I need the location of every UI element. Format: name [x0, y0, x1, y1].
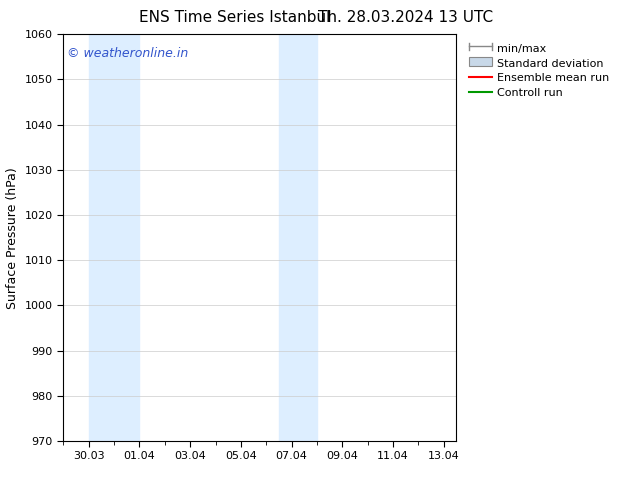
- Bar: [279, 34, 317, 441]
- Text: © weatheronline.in: © weatheronline.in: [67, 47, 188, 59]
- Text: Th. 28.03.2024 13 UTC: Th. 28.03.2024 13 UTC: [318, 10, 493, 25]
- Y-axis label: Surface Pressure (hPa): Surface Pressure (hPa): [6, 167, 19, 309]
- Text: ENS Time Series Istanbul: ENS Time Series Istanbul: [139, 10, 330, 25]
- Bar: [89, 34, 139, 441]
- Legend: min/max, Standard deviation, Ensemble mean run, Controll run: min/max, Standard deviation, Ensemble me…: [466, 40, 612, 101]
